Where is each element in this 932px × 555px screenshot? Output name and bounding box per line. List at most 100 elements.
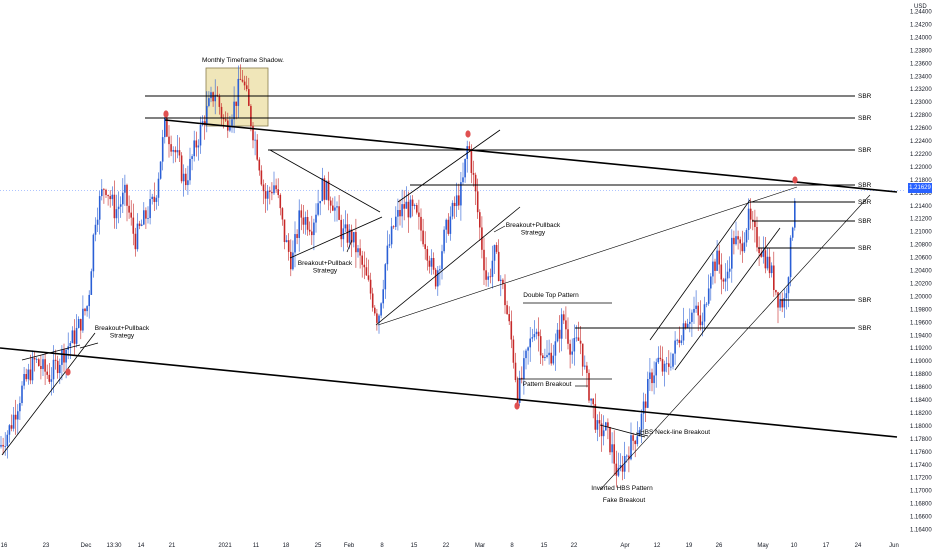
y-tick-label: 1.21200 xyxy=(910,217,932,223)
candle-body xyxy=(764,250,767,269)
candle-body xyxy=(172,149,174,152)
candle-body xyxy=(581,343,584,367)
y-tick-label: 1.16800 xyxy=(910,502,932,508)
candle-body xyxy=(689,321,691,324)
candle-body xyxy=(128,205,130,213)
candle-body xyxy=(661,359,664,372)
candle-body xyxy=(770,265,773,274)
y-tick-label: 1.21000 xyxy=(910,230,932,236)
x-tick-label: 2021 xyxy=(218,543,232,549)
y-tick-label: 1.24400 xyxy=(910,10,932,16)
annotation-text: Strategy xyxy=(313,268,338,275)
candle-body xyxy=(447,219,450,234)
candle-body xyxy=(609,427,611,453)
candle-body xyxy=(256,139,258,160)
candle-body xyxy=(374,307,376,314)
candle-body xyxy=(254,139,256,141)
candle-body xyxy=(630,435,632,460)
candle-body xyxy=(542,355,544,359)
candle-body xyxy=(273,185,275,194)
candle-body xyxy=(628,455,630,460)
candle-body xyxy=(77,319,80,328)
candle-body xyxy=(367,275,370,280)
y-tick-label: 1.18600 xyxy=(910,385,932,391)
candle-body xyxy=(149,199,151,219)
candle-body xyxy=(439,269,441,271)
y-tick-label: 1.20200 xyxy=(910,281,932,287)
candle-body xyxy=(586,365,588,373)
candle-body xyxy=(424,244,426,250)
candle-body xyxy=(19,403,21,412)
candle-body xyxy=(607,422,609,428)
candle-body xyxy=(208,98,210,106)
y-tick-label: 1.23000 xyxy=(910,100,932,106)
candle-body xyxy=(143,210,145,225)
candle-body xyxy=(166,118,168,137)
candle-body xyxy=(130,212,132,218)
candle-body xyxy=(451,202,454,217)
rising-channel-upper xyxy=(397,129,501,203)
candle-body xyxy=(550,352,552,364)
monthly-shadow-box xyxy=(205,67,269,127)
candle-body xyxy=(794,200,796,228)
candle-body xyxy=(302,217,305,225)
candle-body xyxy=(327,180,330,201)
candle-body xyxy=(720,264,723,280)
candle-body xyxy=(745,230,748,243)
x-tick-label: 21 xyxy=(169,543,176,549)
candle-body xyxy=(283,219,286,243)
x-tick-label: 11 xyxy=(253,543,260,549)
candle-body xyxy=(332,205,334,211)
candle-body xyxy=(69,342,72,347)
candle-body xyxy=(113,194,116,219)
candle-body xyxy=(676,339,678,341)
candle-body xyxy=(413,205,416,207)
candle-body xyxy=(659,357,662,360)
candle-body xyxy=(649,372,651,379)
candle-body xyxy=(781,299,783,308)
candle-body xyxy=(382,289,384,304)
candle-body xyxy=(487,276,489,280)
candle-body xyxy=(672,353,674,367)
candle-body xyxy=(101,189,103,197)
candle-body xyxy=(145,210,147,219)
candle-body xyxy=(544,356,546,359)
candle-body xyxy=(17,411,19,420)
candle-body xyxy=(109,196,111,200)
candle-body xyxy=(766,256,769,269)
candle-body xyxy=(134,233,137,250)
candle-body xyxy=(4,446,6,447)
candle-body xyxy=(640,413,643,431)
candle-body xyxy=(21,385,23,404)
candle-body xyxy=(651,372,653,384)
candle-body xyxy=(214,94,216,102)
candle-body xyxy=(686,323,689,328)
candle-body xyxy=(718,250,720,265)
candle-body xyxy=(527,347,529,351)
candle-body xyxy=(317,203,319,215)
candle-body xyxy=(38,359,40,366)
x-tick-label: 13:30 xyxy=(106,543,122,549)
sbr-label: SBR xyxy=(858,297,872,304)
candle-body xyxy=(535,331,538,335)
candle-body xyxy=(111,194,114,200)
candle-body xyxy=(46,371,48,375)
candle-body xyxy=(250,105,252,127)
candle-body xyxy=(409,199,412,218)
candle-body xyxy=(441,251,443,270)
candle-body xyxy=(292,252,294,270)
candle-body xyxy=(445,219,447,230)
candle-body xyxy=(762,250,765,257)
candle-body xyxy=(590,398,592,401)
candle-body xyxy=(350,229,353,243)
candle-body xyxy=(119,204,122,207)
early-rising-support xyxy=(1,332,96,456)
y-tick-label: 1.22800 xyxy=(910,113,932,119)
candle-body xyxy=(735,236,737,245)
candle-body xyxy=(321,178,324,202)
candle-body xyxy=(71,330,74,343)
candle-body xyxy=(567,329,569,344)
price-axis-bg xyxy=(905,0,932,550)
